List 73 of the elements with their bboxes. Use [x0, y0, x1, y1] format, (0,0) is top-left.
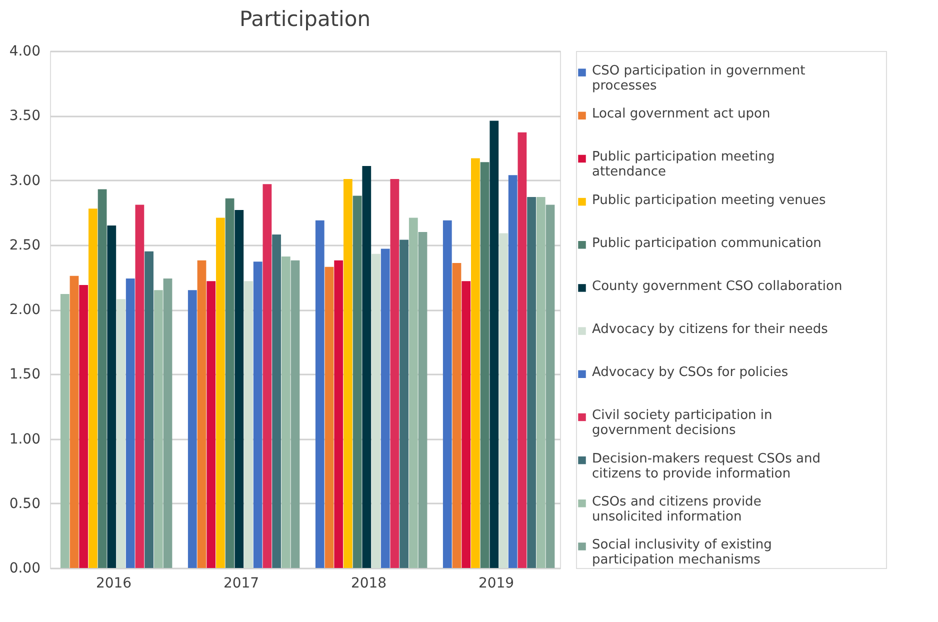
- legend-label: Advocacy by citizens for their needs: [592, 322, 828, 338]
- bar: [471, 158, 480, 568]
- y-tick-label: 3.00: [9, 172, 40, 189]
- bar: [216, 218, 225, 568]
- bar: [362, 166, 372, 568]
- legend-label: Public participation communication: [592, 236, 822, 251]
- bar: [334, 260, 344, 568]
- bar: [442, 220, 452, 568]
- bar: [88, 208, 98, 568]
- bar: [400, 240, 408, 568]
- y-tick-label: 1.00: [9, 431, 40, 448]
- y-tick-label: 3.50: [9, 108, 40, 124]
- bar: [116, 299, 126, 568]
- x-tick-label: 2016: [96, 576, 132, 592]
- bar: [188, 290, 197, 568]
- bar: [262, 184, 272, 568]
- chart-title: Participation: [239, 7, 371, 31]
- legend-label: Advocacy by CSOs for policies: [592, 365, 788, 380]
- legend-label: Decision-makers request CSOs and citizens to provide information: [592, 451, 820, 482]
- legend-label: Civil society participation in government decisions: [592, 408, 772, 438]
- x-tick-label: 2017: [223, 576, 260, 592]
- x-tick-label: 2019: [478, 576, 514, 592]
- bar: [107, 225, 116, 568]
- bar: [324, 266, 334, 568]
- bar: [536, 197, 546, 568]
- bar: [281, 256, 290, 568]
- bar: [135, 204, 144, 568]
- bar: [527, 197, 536, 568]
- bar: [144, 251, 154, 568]
- bar: [253, 262, 262, 568]
- bar: [290, 260, 300, 568]
- bar: [244, 281, 253, 568]
- bar: [546, 204, 555, 568]
- bar: [79, 284, 88, 568]
- bar: [197, 260, 206, 568]
- legend-label: Social inclusivity of existing participation mechanisms: [592, 537, 772, 568]
- bar: [234, 210, 244, 568]
- bar: [225, 198, 234, 568]
- bar: [490, 120, 499, 568]
- y-tick-label: 2.50: [9, 237, 40, 254]
- y-tick-label: 1.50: [9, 366, 40, 383]
- bar: [418, 232, 428, 568]
- bar: [315, 220, 324, 568]
- legend-label: Public participation meeting venues: [592, 192, 826, 208]
- legend-label: Public participation meeting attendance: [592, 150, 775, 180]
- x-tick-label: 2018: [350, 576, 387, 592]
- legend-label: CSOs and citizens provide unsolicited information: [592, 494, 762, 524]
- bar: [480, 162, 490, 568]
- bar: [206, 281, 216, 568]
- bar: [390, 178, 400, 568]
- bar: [344, 178, 352, 568]
- bar: [372, 254, 380, 568]
- bar: [272, 234, 281, 568]
- bar: [352, 196, 362, 568]
- bar: [452, 262, 462, 568]
- y-tick-label: 0.50: [9, 496, 40, 512]
- y-tick-label: 0.00: [9, 560, 40, 576]
- bar: [98, 189, 107, 568]
- y-tick-label: 2.00: [9, 302, 40, 318]
- legend-label: CSO participation in government processes: [592, 64, 806, 94]
- legend-label: Local government act upon: [592, 106, 770, 122]
- y-tick-label: 4.00: [9, 44, 40, 60]
- bar: [518, 132, 527, 568]
- bar: [70, 276, 79, 568]
- bar: [508, 175, 518, 568]
- bar: [462, 281, 471, 568]
- bar: [499, 233, 508, 568]
- bar: [380, 248, 390, 568]
- legend-label: County government CSO collaboration: [592, 278, 842, 294]
- bar: [408, 218, 418, 568]
- bar: [154, 290, 163, 568]
- bar: [163, 278, 172, 568]
- bar: [126, 278, 135, 568]
